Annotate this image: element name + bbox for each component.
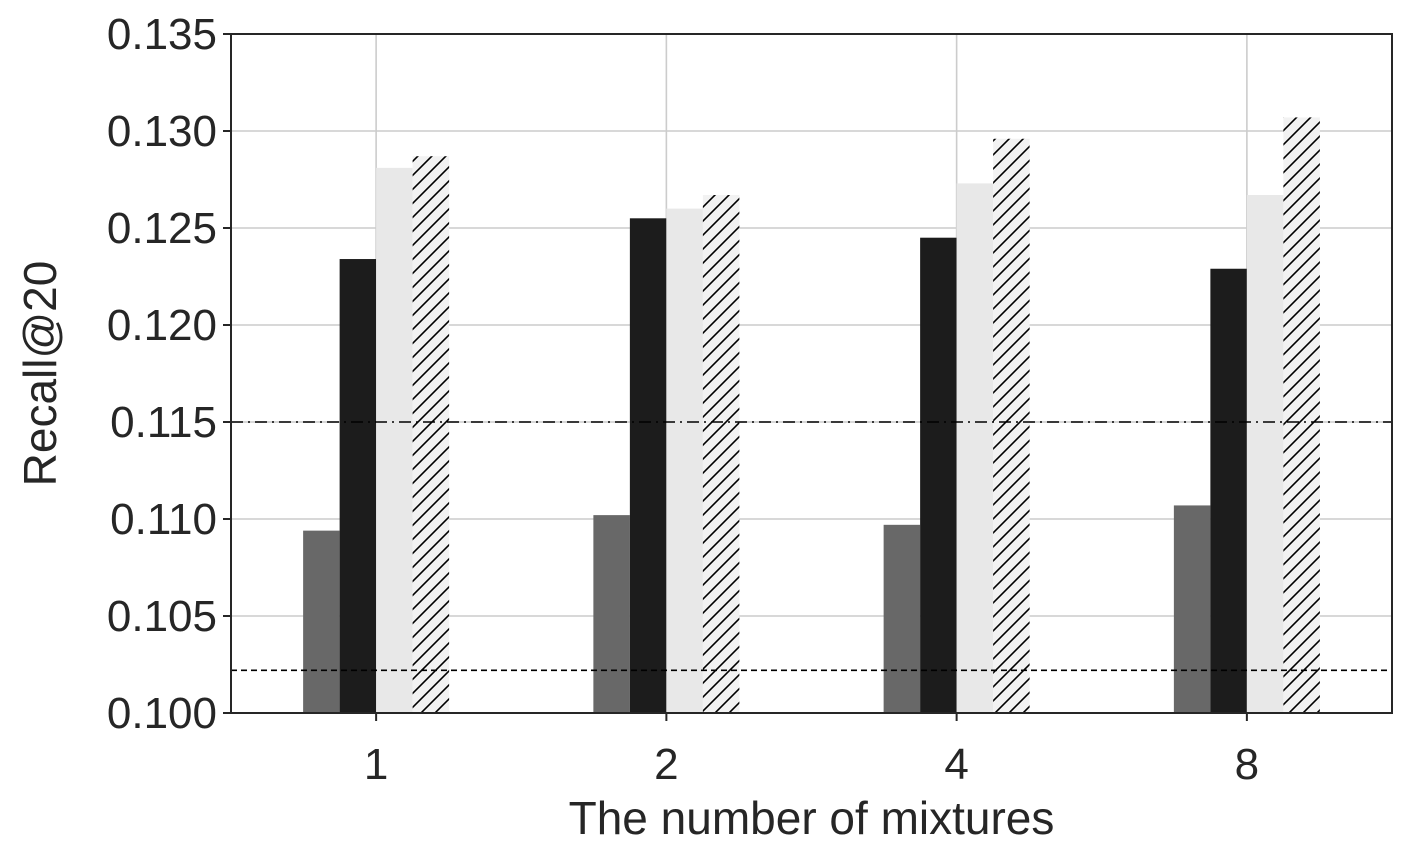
y-axis: 0.100 0.105 0.110 0.115 0.120 0.125 0.130 0.135	[107, 10, 231, 738]
bar-series-1-2	[593, 515, 630, 713]
y-tick-label: 0.135	[107, 10, 217, 59]
plot-frame	[230, 33, 1393, 714]
y-tick-label: 0.125	[107, 204, 217, 253]
bar-series-2-1	[339, 259, 377, 713]
bar-series-2-4	[920, 237, 957, 713]
bar-series-4-2	[702, 195, 740, 713]
bar-series-1-1	[303, 530, 340, 713]
x-tick-label: 2	[654, 740, 678, 789]
y-tick-label: 0.110	[110, 495, 217, 544]
bar-series-3-4	[956, 183, 994, 713]
x-tick-label: 8	[1235, 740, 1259, 789]
bar-series-3-2	[666, 208, 703, 713]
x-tick-label: 4	[944, 740, 968, 789]
bar-series-2-2	[629, 218, 667, 714]
bar-series-4-1	[412, 156, 450, 714]
bar-series-3-1	[376, 167, 413, 714]
x-axis: 1 2 4 8	[364, 713, 1259, 789]
y-axis-title: Recall@20	[14, 261, 66, 487]
y-tick-label: 0.115	[110, 398, 217, 447]
x-tick-label: 1	[364, 740, 388, 789]
bars-group	[303, 117, 1320, 714]
reference-lines	[231, 421, 1392, 672]
bar-series-1-4	[883, 524, 921, 713]
y-tick-label: 0.105	[107, 592, 217, 641]
x-axis-title: The number of mixtures	[569, 792, 1055, 844]
y-tick-label: 0.100	[107, 689, 217, 738]
bar-series-4-8	[1283, 117, 1320, 714]
y-tick-label: 0.120	[107, 301, 217, 350]
bar-series-1-8	[1173, 505, 1211, 713]
bar-series-3-8	[1246, 195, 1284, 713]
bar-series-4-4	[993, 138, 1030, 713]
bar-series-2-8	[1210, 268, 1247, 713]
y-tick-label: 0.130	[107, 107, 217, 156]
